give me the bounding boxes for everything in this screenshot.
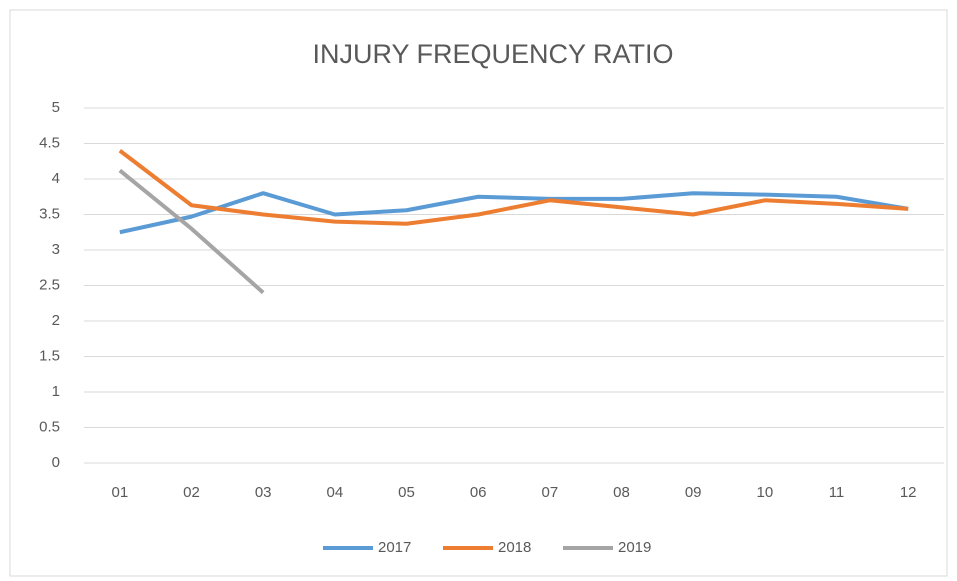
y-tick-label: 2.5: [39, 276, 60, 293]
x-tick-label: 10: [756, 484, 773, 501]
y-tick-label: 1.5: [39, 347, 60, 364]
chart-title: INJURY FREQUENCY RATIO: [312, 39, 673, 69]
x-tick-label: 12: [900, 484, 917, 501]
y-tick-label: 3.5: [39, 205, 60, 222]
x-tick-label: 07: [541, 484, 558, 501]
x-tick-label: 01: [111, 484, 128, 501]
series-line: [118, 149, 909, 226]
series-line: [118, 168, 265, 295]
y-tick-label: 1: [52, 383, 60, 400]
x-tick-label: 02: [183, 484, 200, 501]
y-tick-label: 5: [52, 99, 60, 116]
legend-label: 2019: [618, 539, 651, 556]
series-line: [119, 191, 909, 235]
x-tick-label: 06: [470, 484, 487, 501]
x-tick-label: 03: [255, 484, 272, 501]
x-tick-label: 08: [613, 484, 630, 501]
y-tick-label: 4: [52, 170, 60, 187]
x-tick-label: 11: [829, 484, 845, 501]
y-tick-label: 3: [52, 241, 60, 258]
legend-label: 2018: [498, 539, 531, 556]
legend-label: 2017: [378, 539, 411, 556]
x-tick-label: 04: [326, 484, 343, 501]
chart-border: [9, 9, 948, 577]
y-tick-label: 4.5: [39, 134, 60, 151]
x-tick-label: 05: [398, 484, 415, 501]
y-tick-label: 0: [52, 454, 60, 471]
x-tick-label: 09: [685, 484, 702, 501]
y-tick-label: 0.5: [39, 418, 60, 435]
y-tick-label: 2: [52, 312, 60, 329]
